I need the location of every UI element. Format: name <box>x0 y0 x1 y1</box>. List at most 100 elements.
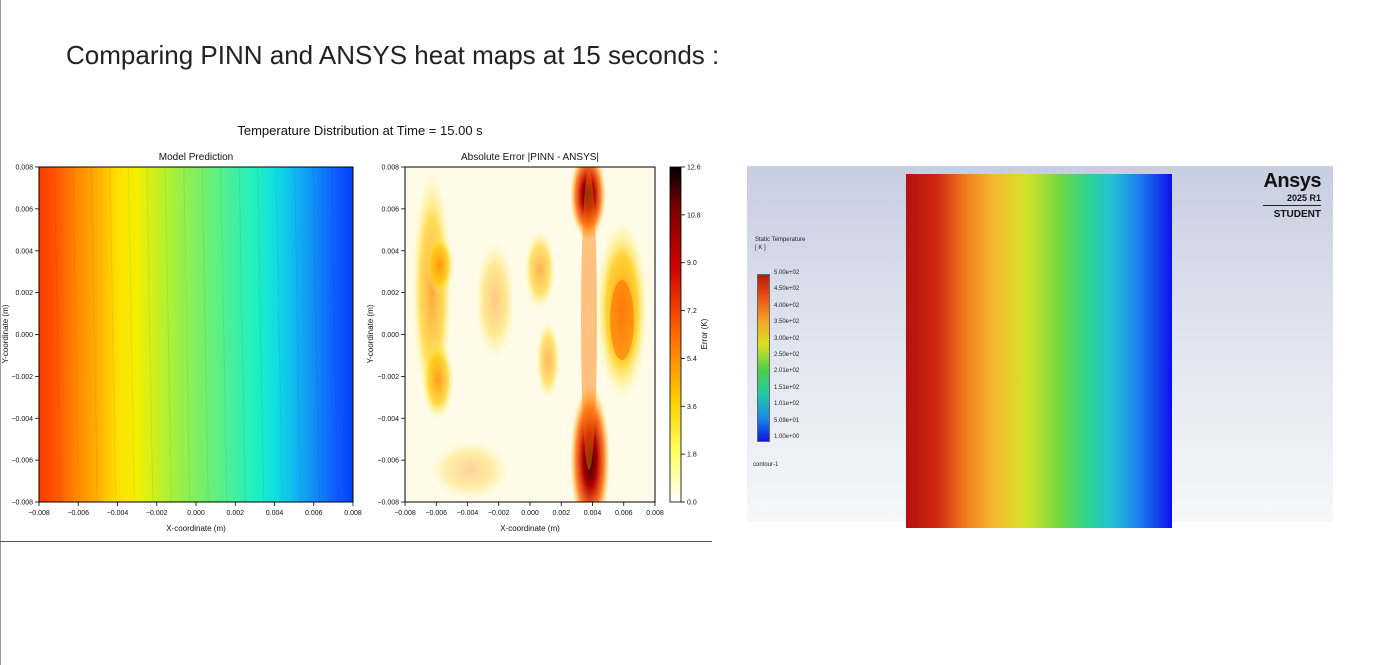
absolute-error-xlabel: X-coordinate (m) <box>500 524 560 533</box>
x-tick-label: −0.002 <box>488 510 510 517</box>
ansys-legend-label: 3.00e+02 <box>774 335 800 342</box>
y-tick-label: 0.004 <box>15 248 33 255</box>
contour-band-edge <box>72 166 80 503</box>
x-tick-label: −0.006 <box>67 510 89 517</box>
x-tick-label: −0.002 <box>146 510 168 517</box>
y-tick-label: −0.002 <box>11 374 33 381</box>
colorbar-tick-label: 3.6 <box>687 404 697 411</box>
x-tick-label: −0.004 <box>457 510 479 517</box>
model-prediction-title: Model Prediction <box>159 152 233 163</box>
colorbar-tick-label: 9.0 <box>687 260 697 267</box>
ansys-legend-label: 1.01e+02 <box>774 401 800 408</box>
y-tick-label: 0.004 <box>381 248 399 255</box>
colorbar-tick-label: 7.2 <box>687 308 697 315</box>
x-tick-label: 0.002 <box>552 510 570 517</box>
ansys-legend-colorbar <box>757 274 770 442</box>
error-colorbar <box>669 166 682 503</box>
contour-band-edge <box>53 166 61 503</box>
ansys-temperature-contour <box>906 174 1172 528</box>
y-tick-label: 0.006 <box>15 206 33 213</box>
matplotlib-figure: Temperature Distribution at Time = 15.00… <box>1 123 709 533</box>
y-tick-label: −0.002 <box>377 374 399 381</box>
x-tick-label: 0.002 <box>226 510 244 517</box>
model-prediction-heatmap <box>39 167 353 502</box>
error-colorbar-label: Error (K) <box>700 318 709 349</box>
ansys-legend-label: 1.51e+02 <box>774 384 800 391</box>
y-tick-label: 0.008 <box>381 165 399 172</box>
y-tick-label: 0.008 <box>15 165 33 172</box>
slide-left-border <box>0 0 1 665</box>
x-tick-label: 0.006 <box>305 510 323 517</box>
contour-band-edge <box>331 166 339 503</box>
y-tick-label: 0.006 <box>381 206 399 213</box>
contour-band-edge <box>201 166 209 503</box>
absolute-error-ylabel: Y-coordinate (m) <box>366 304 375 363</box>
contour-band-edge <box>294 166 302 503</box>
ansys-edition: STUDENT <box>1273 209 1321 220</box>
ansys-contour-render: Ansys 2025 R1 STUDENT Static Temperature… <box>747 166 1333 528</box>
colorbar-tick-label: 1.8 <box>687 452 697 459</box>
model-prediction-contour-bands <box>53 166 339 503</box>
ansys-legend-label: 3.50e+02 <box>774 319 800 326</box>
contour-band-edge <box>90 166 98 503</box>
ansys-legend-title: Static Temperature [ K ] <box>755 237 806 251</box>
contour-band-edge <box>257 166 265 503</box>
y-tick-label: −0.008 <box>377 500 399 507</box>
model-prediction-ylabel: Y-coordinate (m) <box>1 304 10 363</box>
model-prediction-xlabel: X-coordinate (m) <box>166 524 226 533</box>
contour-band-edge <box>238 166 246 503</box>
x-tick-label: −0.006 <box>425 510 447 517</box>
x-tick-label: 0.004 <box>584 510 602 517</box>
contour-band-edge <box>109 166 117 503</box>
ansys-legend-label: 4.50e+02 <box>774 286 800 293</box>
contour-band-edge <box>183 166 191 503</box>
y-tick-label: −0.008 <box>11 500 33 507</box>
y-tick-label: 0.002 <box>15 290 33 297</box>
ansys-brand: Ansys <box>1263 170 1321 192</box>
x-tick-label: −0.008 <box>28 510 50 517</box>
figure-suptitle: Temperature Distribution at Time = 15.00… <box>237 123 483 138</box>
contour-band-edge <box>146 166 154 503</box>
x-tick-label: 0.008 <box>646 510 664 517</box>
x-tick-label: 0.008 <box>344 510 362 517</box>
absolute-error-y-ticks: 0.008 0.006 0.004 0.002 0.000 −0.002 −0.004 −0.… <box>377 165 405 507</box>
contour-band-edge <box>220 166 228 503</box>
x-tick-label: 0.000 <box>521 510 539 517</box>
colorbar-tick-label: 0.0 <box>687 500 697 507</box>
y-tick-label: −0.004 <box>11 416 33 423</box>
colorbar-tick-label: 10.8 <box>687 212 701 219</box>
x-tick-label: 0.000 <box>187 510 205 517</box>
ansys-legend-label: 2.50e+02 <box>774 352 800 358</box>
y-tick-label: 0.002 <box>381 290 399 297</box>
contour-band-edge <box>164 166 172 503</box>
y-tick-label: −0.006 <box>11 458 33 465</box>
x-tick-label: −0.008 <box>394 510 416 517</box>
absolute-error-x-ticks: −0.008 −0.006 −0.004 −0.002 0.000 0.002 0.004 0… <box>394 502 664 517</box>
y-tick-label: −0.004 <box>377 416 399 423</box>
model-prediction-plot: Model Prediction −0.008 −0.006 −0.004 −0.00… <box>1 152 362 533</box>
x-tick-label: 0.006 <box>615 510 633 517</box>
x-tick-label: 0.004 <box>266 510 284 517</box>
colorbar-tick-label: 5.4 <box>687 356 697 363</box>
ansys-legend-label: 5.09e+01 <box>774 417 800 424</box>
ansys-legend-label: 4.00e+02 <box>774 302 800 309</box>
contour-band-edge <box>275 166 283 503</box>
ansys-legend-label: 1.00e+00 <box>774 434 800 440</box>
y-tick-label: 0.000 <box>381 332 399 339</box>
ansys-logo: Ansys 2025 R1 STUDENT <box>1263 170 1321 220</box>
absolute-error-heatmap <box>405 167 655 502</box>
slide-title: Comparing PINN and ANSYS heat maps at 15… <box>66 40 720 70</box>
figure-bottom-border <box>0 541 712 542</box>
model-prediction-y-ticks: 0.008 0.006 0.004 0.002 0.000 −0.002 −0.004 −0.… <box>11 165 39 507</box>
model-prediction-x-ticks: −0.008 −0.006 −0.004 −0.002 0.000 0.002 0.004 0… <box>28 502 362 517</box>
contour-band-edge <box>312 166 320 503</box>
error-colorbar-ticks: 12.6 10.8 9.0 7.2 5.4 3.6 1.8 0.0 <box>681 165 701 507</box>
ansys-contour-name: contour-1 <box>753 462 779 468</box>
y-tick-label: 0.000 <box>15 332 33 339</box>
absolute-error-title: Absolute Error |PINN - ANSYS| <box>461 152 599 163</box>
contour-band-edge <box>127 166 135 503</box>
ansys-legend-label: 5.00e+02 <box>774 270 800 276</box>
colorbar-tick-label: 12.6 <box>687 165 701 172</box>
absolute-error-plot: Absolute Error |PINN - ANSYS| −0.008 −0.0… <box>366 152 709 533</box>
x-tick-label: −0.004 <box>107 510 129 517</box>
